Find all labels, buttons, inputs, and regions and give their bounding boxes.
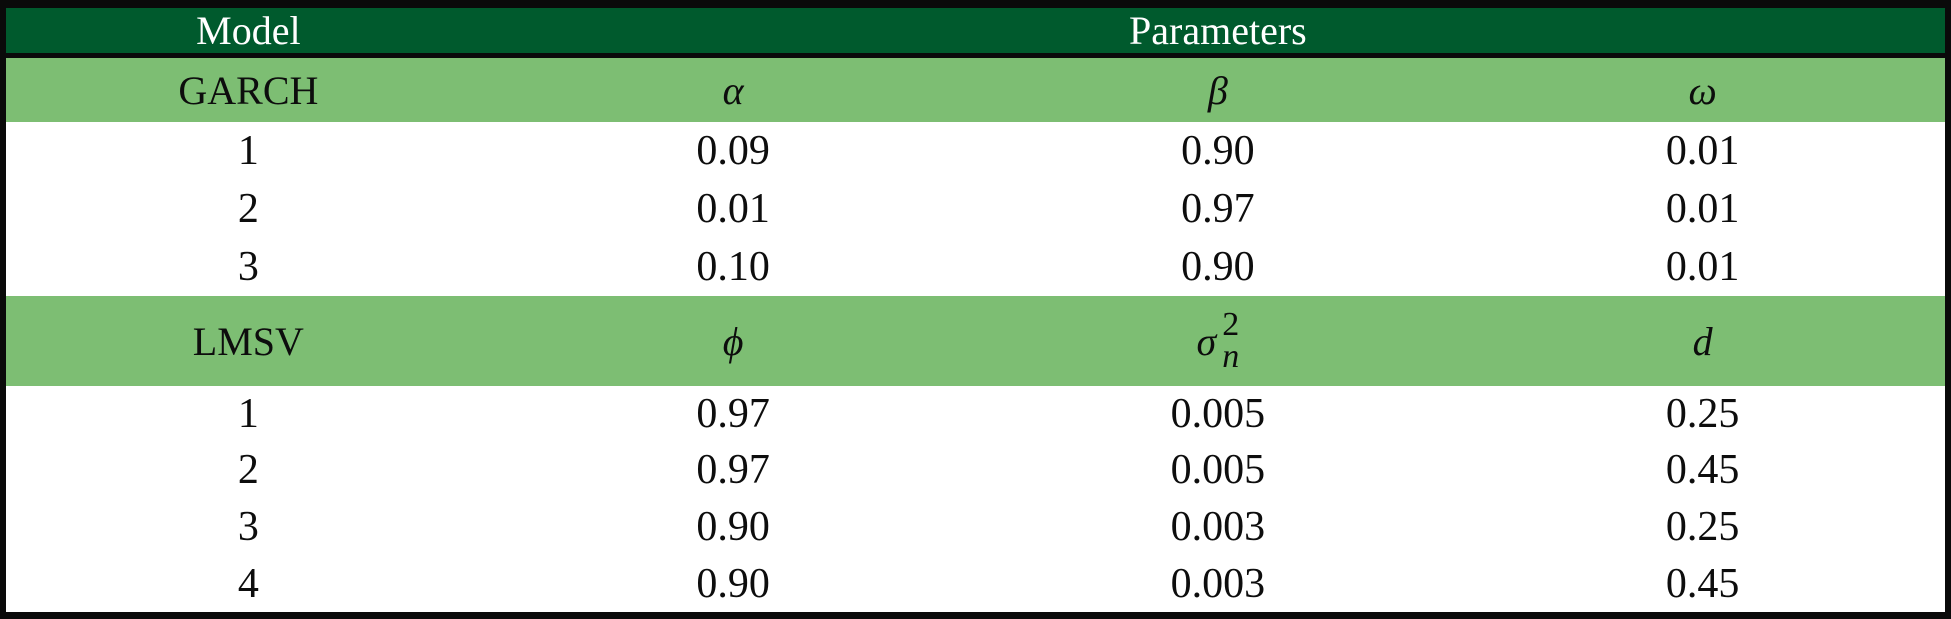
garch-row-1-omega: 0.01 [1665,128,1740,174]
lmsv-row-4: 4 0.90 0.003 0.45 [6,555,1945,612]
lmsv-row-1: 1 0.97 0.005 0.25 [6,386,1945,442]
lmsv-section-label: LMSV [192,318,304,364]
garch-row-1-beta: 0.90 [1181,128,1255,174]
garch-row-3-omega: 0.01 [1665,244,1740,290]
garch-row-3-beta: 0.90 [1181,244,1255,290]
garch-row-2: 2 0.01 0.97 0.01 [6,180,1945,238]
lmsv-row-1-d: 0.25 [1665,391,1740,437]
lmsv-row-2-id: 2 [237,447,259,493]
lmsv-row-3-d: 0.25 [1665,503,1740,550]
garch-row-1-id: 1 [237,128,259,174]
garch-row-1-alpha: 0.09 [696,128,770,174]
garch-row-3-id: 3 [237,244,259,290]
alpha-param-header: α [722,67,744,113]
garch-section-label: GARCH [178,67,319,113]
phi-param-header: ϕ [722,318,744,364]
garch-row-3-alpha: 0.10 [696,244,770,290]
lmsv-row-3-id: 3 [237,503,259,550]
header-divider-line [6,53,1945,58]
table-body: Model Parameters GARCH α β ω 1 0.09 0.90… [6,8,1945,612]
lmsv-row-3: 3 0.90 0.003 0.25 [6,498,1945,555]
sigma-base-glyph: σ [1196,318,1217,364]
garch-section-header-row: GARCH α β ω [6,58,1945,122]
sigma-superscript: 2 [1222,305,1240,343]
garch-row-3: 3 0.10 0.90 0.01 [6,238,1945,296]
lmsv-row-2-phi: 0.97 [696,447,770,493]
garch-row-1: 1 0.09 0.90 0.01 [6,122,1945,180]
lmsv-row-1-id: 1 [237,391,259,437]
parameters-column-header: Parameters [1129,8,1307,53]
beta-param-header: β [1207,67,1228,113]
lmsv-row-1-phi: 0.97 [696,391,770,437]
garch-row-2-beta: 0.97 [1181,186,1255,232]
omega-param-header: ω [1688,67,1717,113]
garch-row-2-alpha: 0.01 [696,186,770,232]
lmsv-row-4-id: 4 [237,560,259,607]
lmsv-row-4-sigma2n: 0.003 [1170,560,1266,607]
lmsv-row-2: 2 0.97 0.005 0.45 [6,442,1945,498]
lmsv-row-2-sigma2n: 0.005 [1170,447,1266,493]
lmsv-row-2-d: 0.45 [1665,447,1740,493]
model-column-header: Model [196,8,301,53]
lmsv-row-3-sigma2n: 0.003 [1170,503,1266,550]
sigma-subscript: n [1222,338,1240,375]
lmsv-row-4-d: 0.45 [1665,560,1740,607]
table-header-row: Model Parameters [6,8,1945,53]
d-param-header: d [1692,318,1713,364]
garch-row-2-id: 2 [237,186,259,232]
garch-row-2-omega: 0.01 [1665,186,1740,232]
lmsv-row-1-sigma2n: 0.005 [1170,391,1266,437]
lmsv-row-3-phi: 0.90 [696,503,770,550]
lmsv-row-4-phi: 0.90 [696,560,770,607]
